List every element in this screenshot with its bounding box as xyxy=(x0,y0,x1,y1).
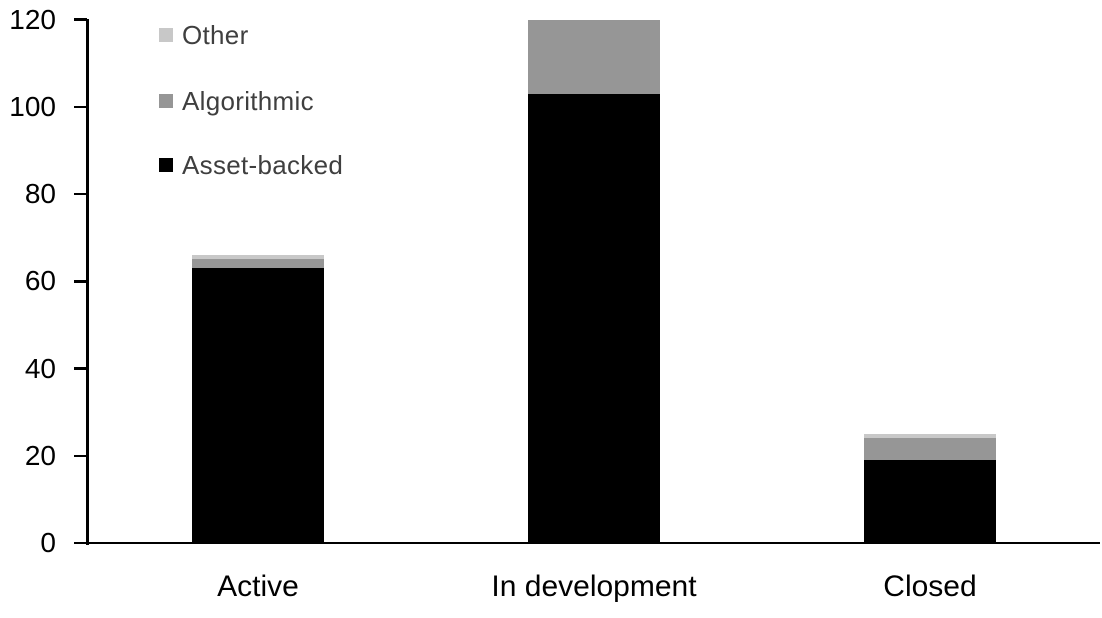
legend-swatch-algorithmic xyxy=(159,94,173,108)
bar-segment-in-development-asset-backed xyxy=(528,93,660,543)
y-tick-label: 120 xyxy=(9,3,56,35)
bar-segment-closed-asset-backed xyxy=(864,460,996,543)
legend-label-other: Other xyxy=(182,19,249,50)
x-axis-label-in-development: In development xyxy=(491,570,697,603)
y-tick xyxy=(74,18,87,21)
legend-item-asset-backed: Asset-backed xyxy=(159,149,344,180)
x-axis-line xyxy=(74,541,1100,545)
bar-segment-closed-other xyxy=(864,433,996,439)
y-tick-label: 20 xyxy=(24,439,56,471)
legend-swatch-asset-backed xyxy=(159,158,173,172)
y-tick xyxy=(74,367,87,370)
legend-label-asset-backed: Asset-backed xyxy=(182,149,344,180)
bar-segment-active-asset-backed xyxy=(192,268,324,543)
y-tick-label: 60 xyxy=(24,265,56,297)
legend-swatch-other xyxy=(159,28,173,42)
y-axis-line xyxy=(86,18,89,545)
x-axis-label-closed: Closed xyxy=(883,570,977,603)
legend-item-algorithmic: Algorithmic xyxy=(159,85,314,116)
y-tick xyxy=(74,280,87,283)
bar-segment-closed-algorithmic xyxy=(864,438,996,461)
y-tick xyxy=(74,454,87,457)
bar-segment-active-other xyxy=(192,255,324,260)
legend-item-other: Other xyxy=(159,19,249,50)
y-tick xyxy=(74,192,87,196)
legend: Other Algorithmic Asset-backed xyxy=(0,0,450,200)
bar-segment-in-development-algorithmic xyxy=(528,19,660,94)
y-tick xyxy=(74,541,87,545)
y-tick-label: 0 xyxy=(40,527,56,558)
y-tick-label: 80 xyxy=(24,178,56,209)
legend-label-algorithmic: Algorithmic xyxy=(182,85,314,116)
y-tick-label: 100 xyxy=(9,90,56,122)
bar-segment-active-algorithmic xyxy=(192,259,324,269)
x-axis-label-active: Active xyxy=(217,570,299,603)
y-tick xyxy=(74,105,87,108)
y-tick-label: 40 xyxy=(24,352,56,384)
